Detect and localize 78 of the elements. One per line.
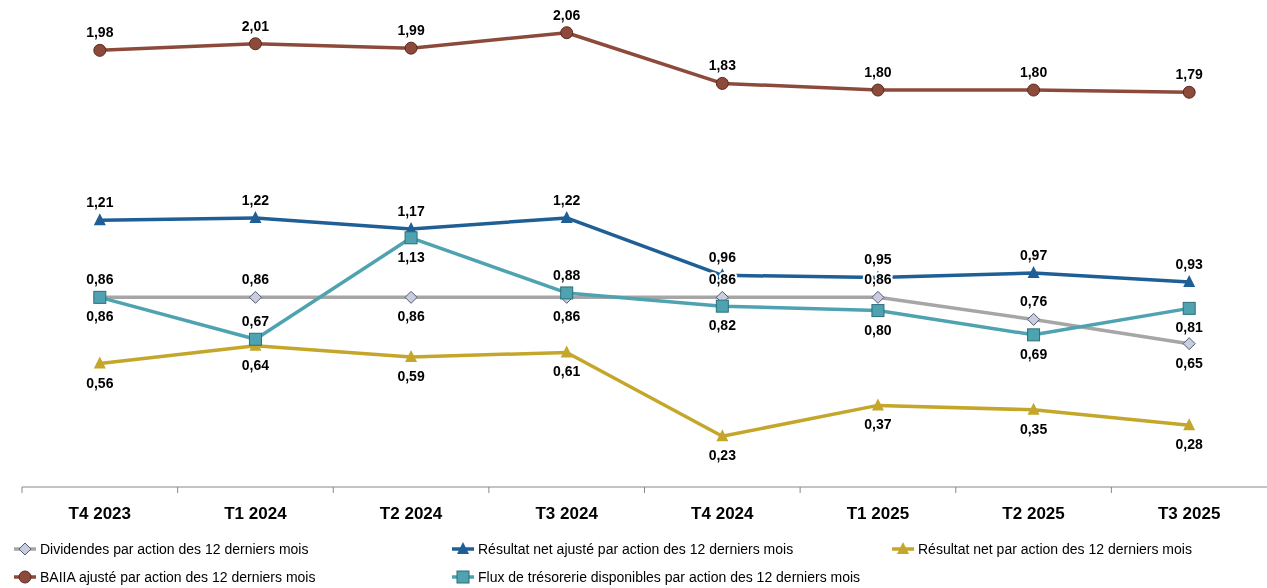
point xyxy=(404,41,418,55)
data-label: 0,93 xyxy=(1175,255,1204,272)
point xyxy=(1183,274,1196,287)
point xyxy=(560,26,574,40)
data-label: 0,28 xyxy=(1175,436,1204,453)
point xyxy=(560,210,573,223)
x-tick-label: T2 2024 xyxy=(379,504,443,523)
data-label: 0,95 xyxy=(864,251,892,268)
data-label: 1,79 xyxy=(1175,66,1204,83)
data-label: 0,80 xyxy=(864,321,892,338)
point xyxy=(871,398,884,411)
data-label: 1,99 xyxy=(397,22,425,39)
x-tick-label: T1 2024 xyxy=(224,504,288,523)
point xyxy=(404,231,418,245)
data-label: 0,67 xyxy=(241,313,270,330)
data-label: 1,22 xyxy=(553,191,581,208)
point xyxy=(1183,418,1196,431)
point xyxy=(405,349,418,362)
data-label: 0,35 xyxy=(1019,420,1048,437)
data-label: 0,86 xyxy=(86,308,114,325)
data-label: 0,59 xyxy=(397,367,425,384)
point xyxy=(1182,301,1196,315)
legend-label: Résultat net par action des 12 derniers mois xyxy=(918,541,1192,557)
point xyxy=(1027,402,1040,415)
point xyxy=(560,345,573,358)
data-label: 0,97 xyxy=(1019,247,1048,264)
point xyxy=(1182,85,1196,99)
legend-label: Dividendes par action des 12 derniers mois xyxy=(40,541,309,557)
data-label: 0,69 xyxy=(1019,345,1048,362)
data-label: 1,17 xyxy=(397,202,425,219)
point xyxy=(93,43,107,57)
data-label: 0,86 xyxy=(397,308,425,325)
point xyxy=(248,37,262,51)
data-label: 1,83 xyxy=(708,57,737,74)
data-label: 1,98 xyxy=(86,24,114,41)
point xyxy=(871,304,885,318)
data-label: 0,56 xyxy=(86,374,114,391)
x-tick-label: T3 2024 xyxy=(535,504,599,523)
point xyxy=(715,299,729,313)
data-label: 0,86 xyxy=(86,271,114,288)
data-label: 2,06 xyxy=(553,6,581,23)
data-label: 1,80 xyxy=(1019,64,1048,81)
legend-label: BAIIA ajusté par action des 12 derniers mois xyxy=(40,569,316,585)
point xyxy=(715,76,729,90)
point xyxy=(871,83,885,97)
point xyxy=(716,429,729,442)
legend-label: Résultat net ajusté par action des 12 derniers mois xyxy=(478,541,794,557)
point xyxy=(560,286,574,300)
x-tick-label: T1 2025 xyxy=(846,504,910,523)
point xyxy=(93,356,106,369)
point xyxy=(93,213,106,226)
legend-label: Flux de trésorerie disponibles par action des 12 derniers mois xyxy=(478,569,861,585)
data-label: 0,65 xyxy=(1175,354,1204,371)
point xyxy=(1027,328,1041,342)
data-label: 0,61 xyxy=(553,363,581,380)
point xyxy=(1027,266,1040,279)
data-label: 0,23 xyxy=(708,447,737,464)
x-tick-label: T3 2025 xyxy=(1157,504,1221,523)
data-label: 2,01 xyxy=(241,17,270,34)
point xyxy=(248,332,262,346)
point xyxy=(249,210,262,223)
data-label: 0,76 xyxy=(1019,293,1048,310)
data-label: 0,37 xyxy=(864,416,892,433)
data-label: 1,22 xyxy=(241,191,270,208)
data-label: 0,86 xyxy=(241,271,270,288)
point xyxy=(1027,83,1041,97)
data-label: 0,64 xyxy=(241,356,270,373)
data-label: 0,96 xyxy=(708,249,737,266)
x-tick-label: T4 2024 xyxy=(691,504,755,523)
data-label: 1,80 xyxy=(864,64,892,81)
data-label: 0,81 xyxy=(1175,319,1204,336)
data-label: 0,86 xyxy=(553,308,581,325)
x-tick-label: T4 2023 xyxy=(68,504,132,523)
x-tick-label: T2 2025 xyxy=(1002,504,1065,523)
data-label: 1,13 xyxy=(397,248,425,265)
data-label: 0,88 xyxy=(553,266,581,283)
data-label: 0,82 xyxy=(708,317,737,334)
data-label: 1,21 xyxy=(86,194,114,211)
